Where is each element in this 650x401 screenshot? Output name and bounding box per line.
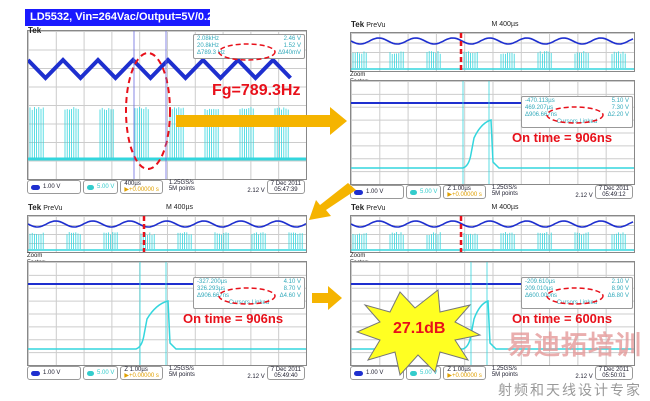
scope-header: Tek PreVu <box>28 204 62 213</box>
prevu-label: PreVu <box>366 205 385 212</box>
annotation-3: On time = 906ns <box>183 312 283 326</box>
watermark-brand: 易迪拓培训 <box>507 330 642 360</box>
tek-logo: Tek <box>28 203 41 212</box>
scope-header: Tek <box>28 27 43 36</box>
tek-logo: Tek <box>351 203 364 212</box>
scope-header: Tek PreVu <box>351 21 385 30</box>
arrow-right-icon <box>312 286 342 310</box>
arrow-down-left-icon <box>309 183 356 220</box>
starburst-label: 27.1dB <box>393 320 445 338</box>
annotation-4: On time = 600ns <box>512 312 612 326</box>
tek-logo: Tek <box>351 20 364 29</box>
tek-logo: Tek <box>28 26 41 35</box>
annotation-2: On time = 906ns <box>512 131 612 145</box>
arrow-right-icon <box>176 107 347 135</box>
prevu-label: PreVu <box>43 205 62 212</box>
annotation-1: Fg=789.3Hz <box>212 82 300 100</box>
scope-header: Tek PreVu <box>351 204 385 213</box>
watermark-slogan: 射频和天线设计专家 <box>498 382 642 398</box>
prevu-label: PreVu <box>366 22 385 29</box>
